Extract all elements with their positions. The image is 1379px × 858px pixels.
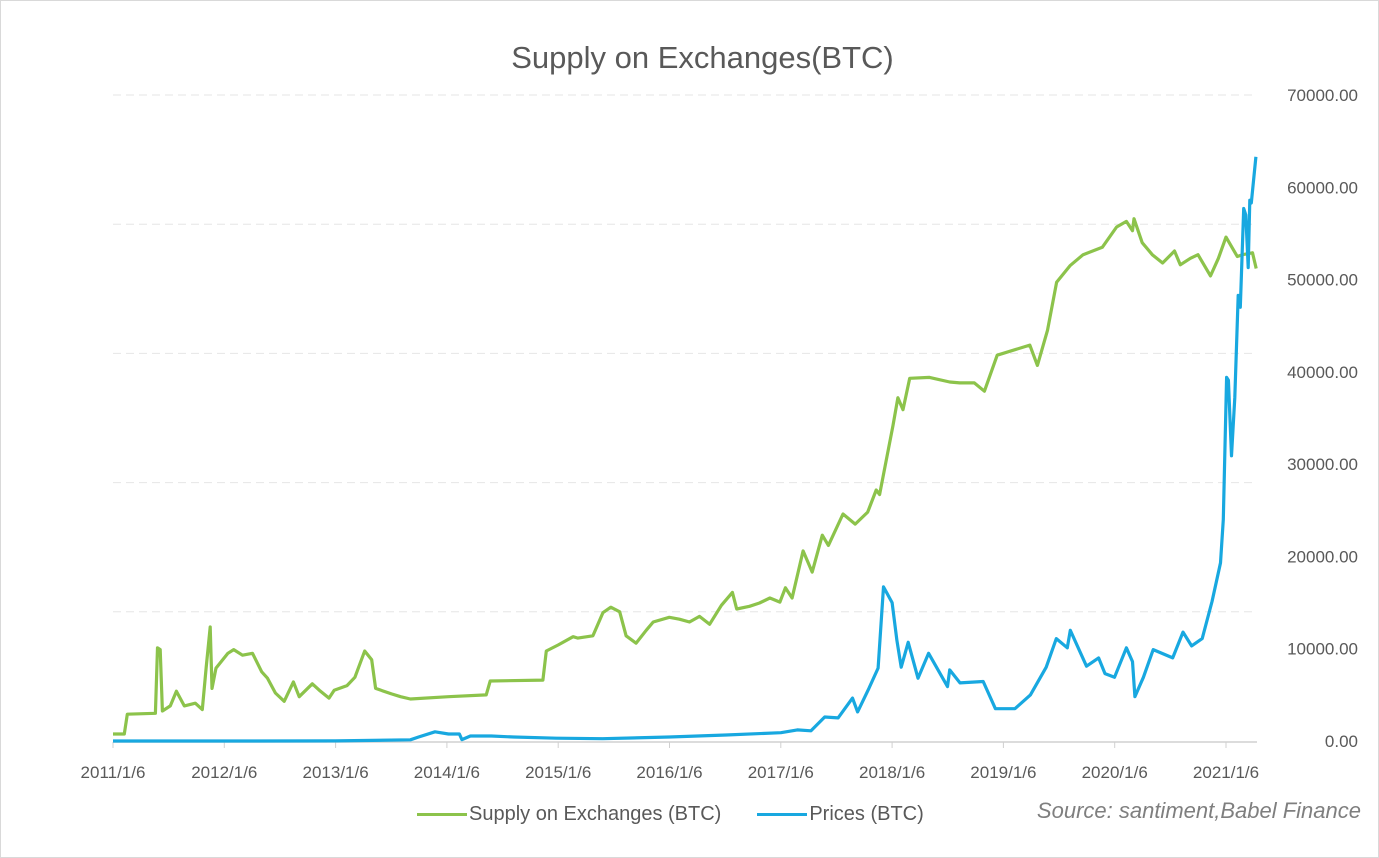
x-tick-label: 2016/1/6 bbox=[636, 763, 702, 782]
legend-swatch-prices bbox=[757, 813, 808, 816]
legend-label-prices: Prices (BTC) bbox=[809, 803, 924, 825]
legend-item-supply: Supply on Exchanges (BTC) bbox=[417, 803, 721, 826]
series-lines bbox=[113, 156, 1258, 743]
legend: Supply on Exchanges (BTC) Prices (BTC) bbox=[417, 803, 960, 826]
y-tick-label: 70000.00 bbox=[1287, 86, 1358, 105]
chart-title: Supply on Exchanges(BTC) bbox=[511, 40, 894, 75]
series-line-supply bbox=[113, 217, 1258, 736]
legend-label-supply: Supply on Exchanges (BTC) bbox=[469, 803, 722, 825]
x-tick-label: 2011/1/6 bbox=[81, 763, 146, 782]
y-tick-label: 0.00 bbox=[1325, 732, 1358, 751]
y-tick-label: 10000.00 bbox=[1287, 640, 1358, 659]
series-line-prices bbox=[113, 156, 1258, 743]
x-tick-label: 2018/1/6 bbox=[859, 763, 925, 782]
legend-item-prices: Prices (BTC) bbox=[757, 803, 924, 826]
y-tick-label: 50000.00 bbox=[1287, 271, 1358, 290]
x-axis: 2011/1/6 2012/1/6 2013/1/6 2014/1/6 2015/1/6… bbox=[81, 741, 1259, 782]
x-tick-label: 2015/1/6 bbox=[525, 763, 591, 782]
gridlines bbox=[113, 94, 1257, 613]
x-tick-label: 2013/1/6 bbox=[303, 763, 369, 782]
x-tick-label: 2012/1/6 bbox=[191, 763, 257, 782]
legend-swatch-supply bbox=[417, 813, 467, 816]
source-note: Source: santiment,Babel Finance bbox=[1036, 798, 1361, 823]
x-tick-label: 2017/1/6 bbox=[748, 763, 814, 782]
y-axis-right: 0.00 10000.00 20000.00 30000.00 40000.00 5000… bbox=[1287, 86, 1358, 751]
y-tick-label: 30000.00 bbox=[1287, 455, 1358, 474]
y-tick-label: 20000.00 bbox=[1287, 547, 1358, 566]
x-tick-label: 2020/1/6 bbox=[1082, 763, 1148, 782]
x-tick-label: 2014/1/6 bbox=[414, 763, 480, 782]
x-tick-label: 2019/1/6 bbox=[970, 763, 1036, 782]
y-tick-label: 40000.00 bbox=[1287, 363, 1358, 382]
y-tick-label: 60000.00 bbox=[1287, 178, 1358, 197]
x-tick-label: 2021/1/6 bbox=[1193, 763, 1259, 782]
